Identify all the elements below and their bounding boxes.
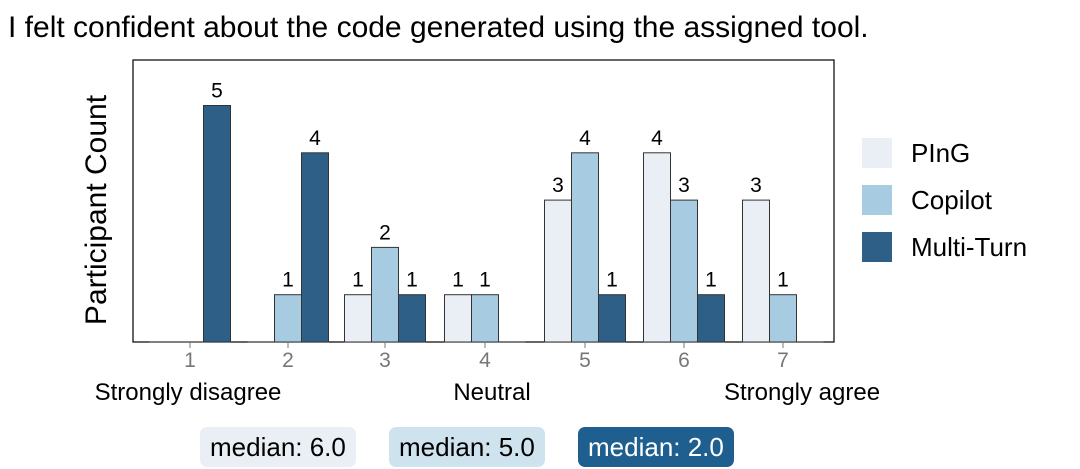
bar-multi-turn-3 [398,294,426,343]
data-label-ping-7: 3 [750,174,762,197]
data-label-copilot-6: 3 [678,174,690,197]
data-label-copilot-7: 1 [777,269,789,292]
bar-ping-6 [643,152,671,343]
y-axis-label: Participant Count [80,94,113,325]
scale-anchor-neutral: Neutral [453,379,530,406]
median-text-multi-turn: median: 2.0 [588,432,724,462]
x-tick-label-1: 1 [184,349,196,372]
data-label-multi-turn-5: 1 [606,269,618,292]
bar-copilot-7 [769,294,797,343]
x-tick-label-5: 5 [579,349,591,372]
scale-anchor-strongly-disagree: Strongly disagree [95,379,282,406]
x-tick-label-3: 3 [379,349,391,372]
data-label-ping-4: 1 [452,269,464,292]
x-tick-label-2: 2 [282,349,294,372]
bar-multi-turn-6 [697,294,725,343]
legend-swatch-ping [862,138,892,168]
data-label-ping-6: 4 [651,127,663,150]
data-label-copilot-2: 1 [282,269,294,292]
data-label-copilot-4: 1 [479,269,491,292]
legend-swatch-multi-turn [862,232,892,262]
data-label-copilot-5: 4 [579,127,591,150]
x-tick-label-7: 7 [777,349,789,372]
legend-label-multi-turn: Multi-Turn [911,232,1027,262]
bar-multi-turn-1 [203,105,231,343]
legend-label-ping: PInG [911,138,970,168]
scale-anchor-strongly-agree: Strongly agree [724,379,880,406]
bar-ping-7 [742,199,770,343]
bar-ping-4 [444,294,472,343]
x-tick-label-6: 6 [678,349,690,372]
data-label-ping-5: 3 [552,174,564,197]
chart: I felt confident about the code generate… [8,11,1027,406]
data-label-multi-turn-3: 1 [406,269,418,292]
median-badge-multi-turn: median: 2.0 [578,427,734,467]
bar-copilot-2 [274,294,302,343]
bar-copilot-4 [471,294,499,343]
data-label-copilot-3: 2 [379,221,391,244]
bar-copilot-6 [670,199,698,343]
bar-copilot-5 [571,152,599,343]
x-tick-label-4: 4 [479,349,491,372]
bar-multi-turn-5 [598,294,626,343]
median-text-copilot: median: 5.0 [399,432,535,462]
bar-copilot-3 [371,246,399,343]
median-badge-ping: median: 6.0 [200,427,356,467]
median-badge-copilot: median: 5.0 [389,427,545,467]
data-label-multi-turn-2: 4 [309,127,321,150]
data-label-multi-turn-6: 1 [705,269,717,292]
bar-multi-turn-2 [301,152,329,343]
bar-ping-3 [344,294,372,343]
bar-ping-5 [544,199,572,343]
chart-title: I felt confident about the code generate… [8,11,869,44]
data-label-multi-turn-1: 5 [211,80,223,103]
data-label-ping-3: 1 [352,269,364,292]
median-text-ping: median: 6.0 [210,432,346,462]
legend-swatch-copilot [862,185,892,215]
legend-label-copilot: Copilot [911,185,993,215]
